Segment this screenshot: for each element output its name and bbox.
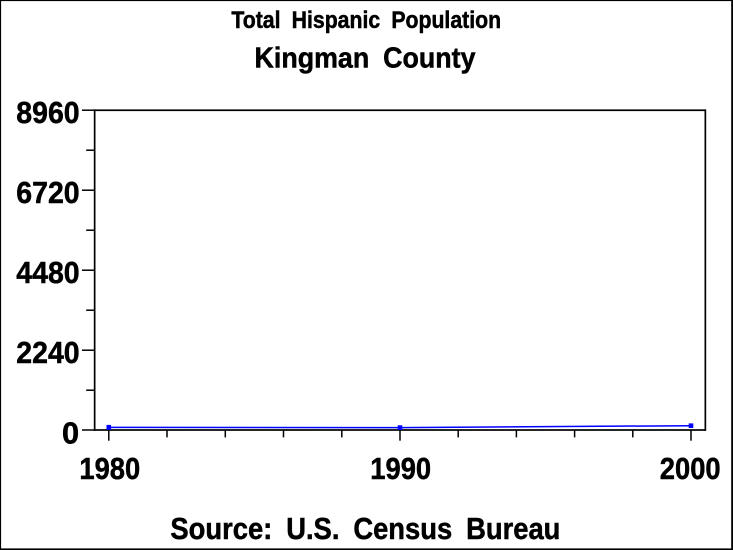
svg-text:1990: 1990 [370,451,431,486]
svg-text:8960: 8960 [16,95,79,130]
svg-text:1980: 1980 [79,451,140,486]
svg-text:Total Hispanic Population: Total Hispanic Population [231,7,501,34]
svg-text:Source: U.S. Census Bureau: Source: U.S. Census Bureau [170,512,560,546]
svg-text:6720: 6720 [16,175,79,210]
svg-text:0: 0 [62,415,79,450]
svg-text:Kingman County: Kingman County [255,42,476,74]
svg-text:2000: 2000 [660,451,721,486]
svg-text:4480: 4480 [16,255,79,290]
svg-text:2240: 2240 [16,335,79,370]
